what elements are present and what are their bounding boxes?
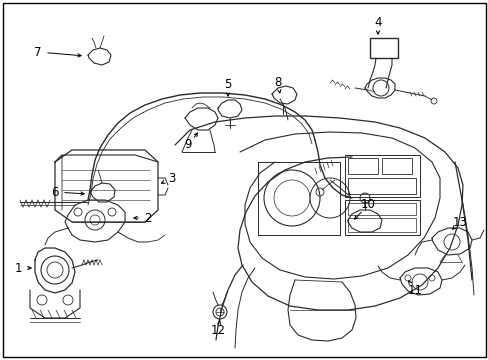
Text: 5: 5 (224, 77, 231, 90)
Bar (347, 158, 377, 174)
Bar (381, 158, 411, 174)
Bar (347, 218, 415, 232)
Text: 7: 7 (34, 45, 41, 58)
Bar (369, 38, 397, 58)
Text: 4: 4 (373, 15, 381, 28)
Text: 6: 6 (51, 185, 59, 198)
Text: 11: 11 (407, 284, 422, 297)
Text: 1: 1 (14, 261, 21, 274)
Text: 12: 12 (210, 324, 225, 337)
Bar (347, 178, 415, 194)
Text: 3: 3 (168, 171, 175, 184)
Text: 9: 9 (184, 139, 191, 152)
Bar (345, 155, 419, 197)
Text: 10: 10 (360, 198, 375, 211)
Text: 8: 8 (274, 76, 281, 89)
Bar (345, 200, 419, 235)
Text: 2: 2 (144, 211, 151, 225)
Text: 13: 13 (451, 216, 467, 229)
Bar (347, 203, 415, 215)
